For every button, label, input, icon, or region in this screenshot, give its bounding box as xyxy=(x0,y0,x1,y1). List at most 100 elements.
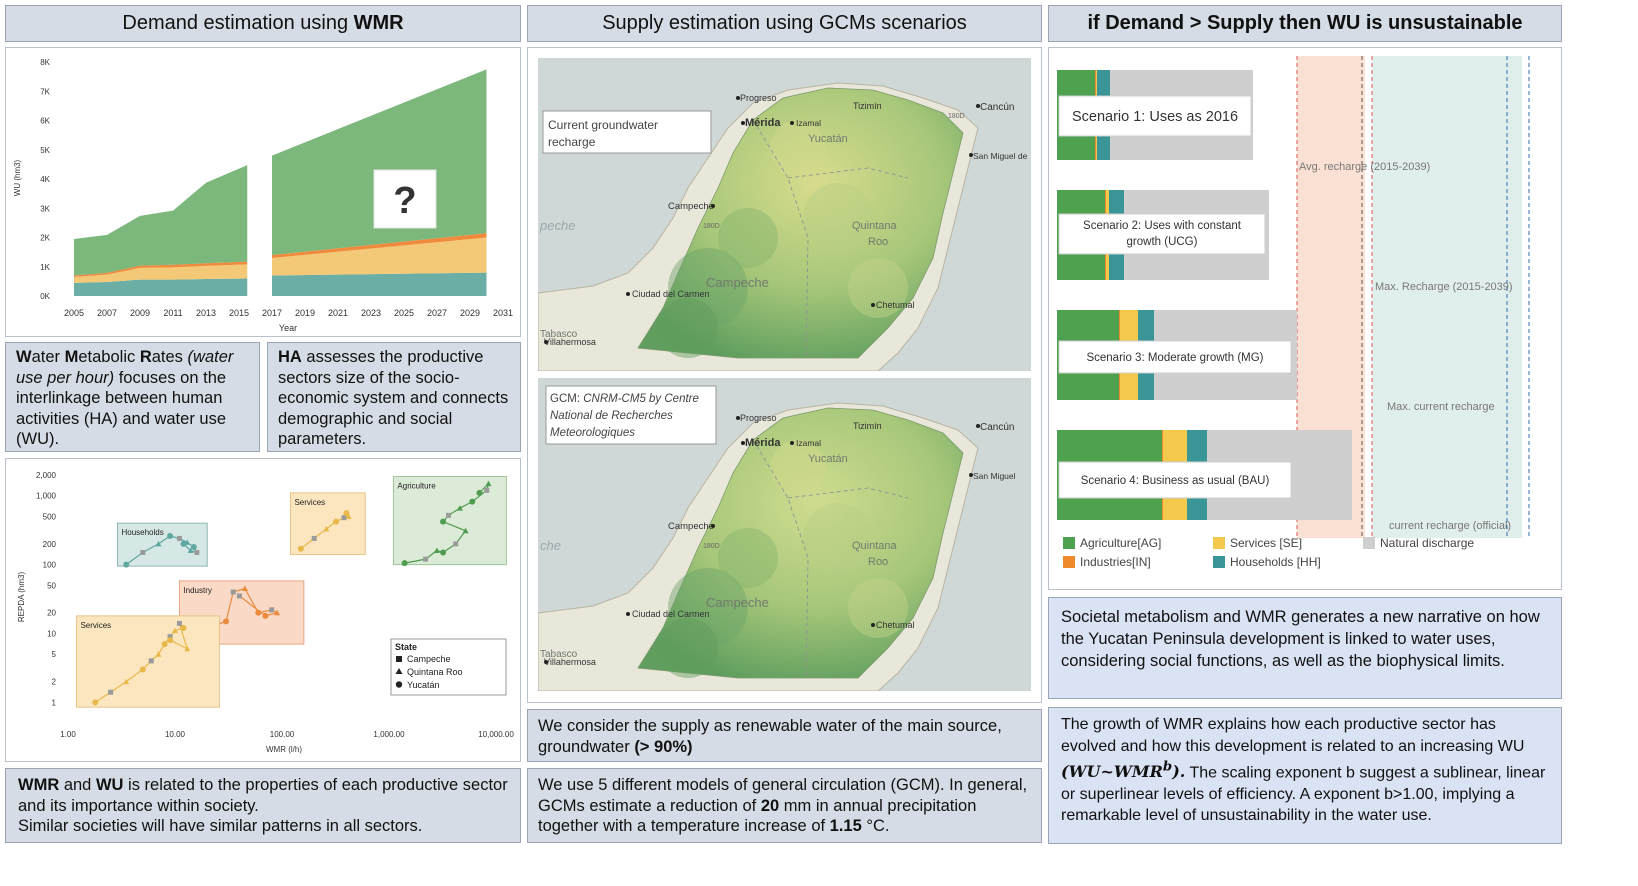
y-tick-label: 5 xyxy=(52,650,57,659)
group-point xyxy=(343,510,350,517)
place-merida: Mérida xyxy=(745,117,781,129)
legend-label: Agriculture[AG] xyxy=(1080,536,1161,550)
city-dot xyxy=(790,121,794,125)
road-label: 180D xyxy=(703,543,720,550)
x-axis-label: WMR (l/h) xyxy=(266,745,302,754)
ha-bold: HA xyxy=(278,348,302,366)
map-label-line2: National de Recherches xyxy=(550,410,673,422)
y-axis-label: WU (hm3) xyxy=(13,159,22,196)
question-mark: ? xyxy=(393,180,416,222)
place-ciudad-carmen: Ciudad del Carmen xyxy=(632,609,710,619)
header-demand-bold: WMR xyxy=(353,12,404,34)
area-series xyxy=(74,264,248,283)
societal-description: Societal metabolism and WMR generates a … xyxy=(1048,597,1562,699)
map-blotch xyxy=(770,120,826,176)
growth-formula-end: ). xyxy=(1172,762,1186,782)
scenario-label: Scenario 2: Uses with constant xyxy=(1083,220,1242,232)
y-axis-label: REPDA (hm3) xyxy=(17,572,26,623)
city-dot xyxy=(544,660,548,664)
group-point xyxy=(140,549,146,555)
legend-swatch xyxy=(1063,556,1075,568)
place-roo: Roo xyxy=(868,556,888,568)
wmr-wu-description: WMR and WU is related to the properties … xyxy=(5,768,521,843)
x-tick-label: 1.00 xyxy=(60,730,76,739)
map-blotch xyxy=(658,618,718,678)
city-dot xyxy=(976,104,980,108)
x-tick-label: 2025 xyxy=(394,308,414,318)
place-chetumal: Chetumal xyxy=(876,620,915,630)
wmr-text-part: (water use per hour) xyxy=(16,348,238,387)
place-izamal: Izamal xyxy=(796,438,821,448)
ha-rest: assesses the productive sectors size of … xyxy=(278,348,509,448)
map-current-recharge: Current groundwater recharge Progreso Mérid… xyxy=(538,58,1031,371)
y-tick-label: 200 xyxy=(43,540,57,549)
wmr-wu-b1: WMR xyxy=(18,776,60,794)
group-point xyxy=(187,547,194,554)
gcm-b1: 20 xyxy=(760,796,780,815)
road-label: 180D xyxy=(703,223,720,230)
group-point xyxy=(172,627,178,634)
x-tick-label: 2023 xyxy=(361,308,381,318)
group-point xyxy=(194,549,200,555)
group-point xyxy=(297,545,304,552)
area-series xyxy=(74,261,248,277)
place-roo: Roo xyxy=(868,236,888,248)
group-point xyxy=(469,498,476,505)
group-point xyxy=(123,678,130,685)
place-sea: che xyxy=(540,538,561,553)
group-point xyxy=(456,505,463,511)
place-quintana: Quintana xyxy=(852,540,898,552)
group-point xyxy=(155,540,162,547)
map-blotch xyxy=(848,578,908,638)
place-ciudad-carmen: Ciudad del Carmen xyxy=(632,289,710,299)
wmr-wu-line2: Similar societies will have similar patt… xyxy=(18,817,423,835)
peninsula-shape xyxy=(637,407,964,679)
group-point xyxy=(190,544,197,551)
growth-sup: b xyxy=(1162,759,1173,775)
group-label: Services xyxy=(294,498,325,507)
map-label-prefix: GCM: xyxy=(550,393,583,405)
place-merida: Mérida xyxy=(745,437,781,449)
group-point xyxy=(108,689,114,695)
place-sanmiguel: San Miguel de xyxy=(973,151,1028,161)
y-tick-label: 1,000 xyxy=(36,492,57,501)
gcm-mid: mm in annual precipitation together with… xyxy=(538,796,977,836)
legend-box xyxy=(390,638,507,696)
wmr-text-part: focuses on the interlinkage between huma… xyxy=(16,368,231,449)
legend-label: Services [SE] xyxy=(1230,536,1302,550)
group-point xyxy=(167,533,174,540)
x-tick-label: 2005 xyxy=(64,308,84,318)
map-gcm-svg: GCM: CNRM-CM5 by Centre National de Reche… xyxy=(538,385,1016,691)
place-tizimin: Tizimín xyxy=(853,421,882,431)
scenario-label-box xyxy=(1058,461,1292,499)
map-label-box xyxy=(545,385,717,445)
wmr-text-part: ater xyxy=(31,348,65,366)
x-tick-label: 10,000.00 xyxy=(478,730,514,739)
group-point xyxy=(123,561,130,568)
gcm-post: °C. xyxy=(861,817,890,835)
legend-item-label: Quintana Roo xyxy=(407,667,463,677)
y-tick-label: 2 xyxy=(52,678,57,687)
group-point xyxy=(433,547,440,554)
place-yucatan: Yucatán xyxy=(808,453,848,465)
city-dot xyxy=(871,303,875,307)
map-blotch xyxy=(718,208,778,268)
gcm-pre: We use 5 different models of general cir… xyxy=(538,776,1028,815)
city-dot xyxy=(736,96,740,100)
map-label-line1: GCM: CNRM-CM5 by Centre xyxy=(550,393,699,405)
group-point xyxy=(255,609,262,616)
header-demand-prefix: Demand estimation using xyxy=(122,12,354,34)
scenario-label: Scenario 1: Uses as 2016 xyxy=(1072,109,1238,125)
supply-line: We consider the supply as renewable wate… xyxy=(538,717,1002,756)
header-supply-label: Supply estimation using GCMs scenarios xyxy=(602,12,967,34)
legend-title: State xyxy=(395,642,417,652)
growth-formula: (WU~WMR xyxy=(1061,762,1163,782)
legend-swatch xyxy=(1063,537,1075,549)
map-gcm: GCM: CNRM-CM5 by Centre National de Reche… xyxy=(538,378,1031,691)
map-blotch xyxy=(668,568,748,648)
x-tick-label: 1,000.00 xyxy=(373,730,405,739)
group-point xyxy=(323,525,330,532)
area-chart: 0K 1K 2K 3K 4K 5K 6K 7K 8K 2005 2007 2009 2011 2013 20… xyxy=(13,58,513,333)
header-demand: Demand estimation using WMR xyxy=(5,5,521,42)
y-tick-label: 0K xyxy=(40,292,50,301)
